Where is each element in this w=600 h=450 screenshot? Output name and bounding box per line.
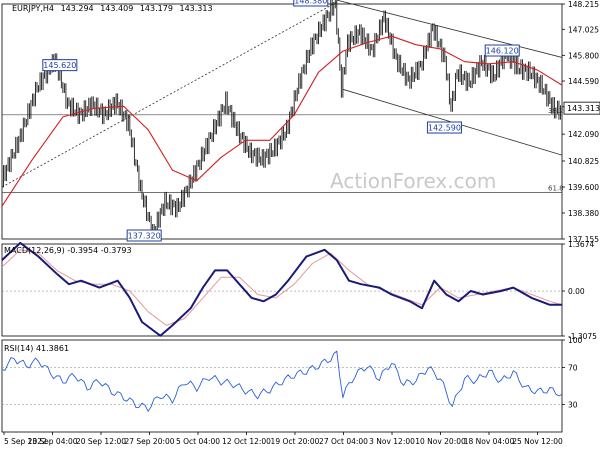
macd-frame: [1, 243, 563, 337]
price-tick-label: 139.600: [568, 183, 599, 192]
macd-panel: [1, 241, 563, 337]
price-tick-label: 144.590: [568, 77, 599, 86]
x-tick-label: 27 Oct 04:00: [319, 437, 368, 446]
rsi-panel: [1, 350, 563, 412]
channel-line: [336, 0, 563, 58]
x-tick-label: 25 Nov 12:00: [512, 437, 563, 446]
rsi-tick-label: 30: [568, 400, 578, 409]
price-tick-label: 140.825: [568, 157, 599, 166]
axis-layer: 148.215147.025145.800144.590143.380142.0…: [3, 0, 600, 446]
price-annotation: 137.320: [128, 231, 161, 240]
trend-line: [1, 1, 337, 188]
symbol-name: EURJPY,H4: [12, 4, 55, 13]
rsi-tick-label: 70: [568, 364, 578, 373]
rsi-label: RSI(14) 41.3861: [4, 344, 70, 353]
price-tick-label: 148.215: [568, 0, 599, 9]
rsi-tick-label: 100: [568, 336, 583, 345]
x-tick-label: 19 Oct 20:00: [271, 437, 320, 446]
macd-tick-label: 0.00: [568, 287, 585, 296]
grid-layer: 38.261.8: [1, 0, 564, 433]
price-frame: [1, 3, 563, 240]
price-annotation-box: [126, 229, 162, 242]
x-tick-label: 5 Oct 04:00: [176, 437, 220, 446]
rsi-line: [1, 350, 563, 412]
macd-tick-label: -1.3075: [568, 332, 597, 341]
price-tick-label: 138.380: [568, 209, 599, 218]
price-annotation: 148.380: [294, 0, 327, 5]
price-annotation-box: [426, 121, 462, 134]
price-panel: 145.620 137.320 148.380 142.590 146.120: [1, 0, 563, 242]
macd-tick-label: 1.3674: [568, 240, 594, 249]
price-tick-label: 142.090: [568, 130, 599, 139]
close-value: 143.313: [179, 4, 213, 13]
moving-average-line: [1, 35, 563, 207]
price-annotation: 145.620: [43, 61, 76, 70]
x-tick-label: 12 Oct 12:00: [222, 437, 271, 446]
x-tick-label: 10 Nov 20:00: [415, 437, 466, 446]
price-tick-label: 137.155: [568, 235, 599, 244]
low-value: 143.179: [139, 4, 173, 13]
x-tick-label: 27 Sep 20:00: [124, 437, 174, 446]
last-price-label: 143.313: [567, 104, 600, 113]
fib-label: 61.8: [548, 184, 564, 192]
price-tick-label: 147.025: [568, 25, 599, 34]
macd-signal-line: [1, 249, 563, 326]
macd-label: MACD(12,26,9) -0.3954 -0.3793: [4, 246, 132, 255]
high-value: 143.409: [100, 4, 134, 13]
x-tick-label: 5 Sep 2022: [4, 437, 47, 446]
rsi-frame: [1, 339, 563, 433]
price-annotation-box: [484, 44, 520, 57]
price-annotation: 142.590: [428, 124, 461, 133]
x-tick-label: 13 Sep 04:00: [27, 437, 77, 446]
price-annotation-box: [293, 0, 329, 7]
x-tick-label: 18 Nov 04:00: [464, 437, 515, 446]
price-annotation: 146.120: [486, 47, 519, 56]
open-value: 143.294: [60, 4, 94, 13]
price-annotation-box: [42, 59, 78, 72]
watermark: ActionForex.com: [330, 169, 496, 193]
macd-line: [1, 241, 562, 337]
x-tick-label: 3 Nov 12:00: [369, 437, 415, 446]
x-tick-label: 20 Sep 12:00: [76, 437, 126, 446]
price-tick-label: 145.800: [568, 51, 599, 60]
symbol-header: EURJPY,H4 143.294 143.409 143.179 143.31…: [12, 4, 217, 13]
last-price-box: [563, 101, 600, 115]
